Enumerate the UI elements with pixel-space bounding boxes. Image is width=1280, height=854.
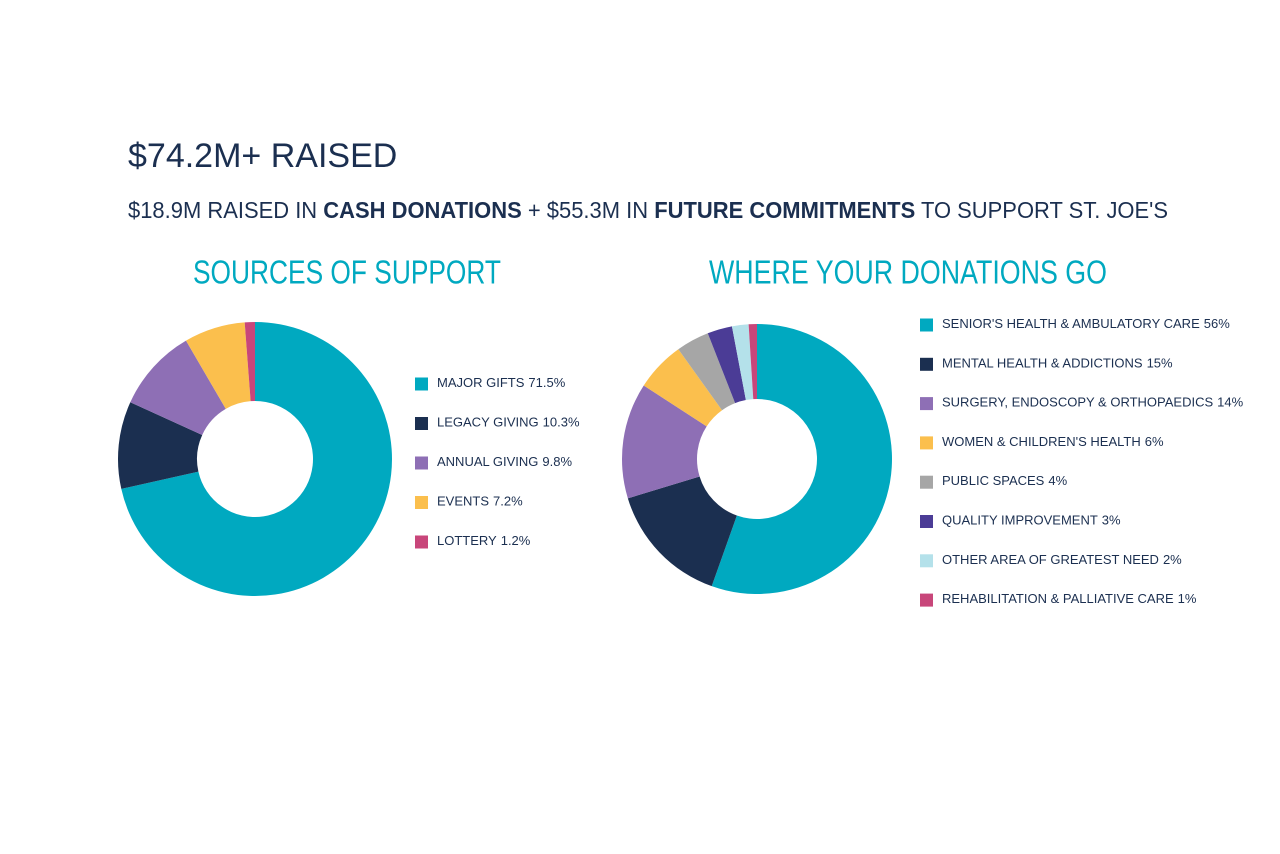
donut-segment [118, 402, 203, 489]
legend-label: WOMEN & CHILDREN'S HEALTH [942, 434, 1141, 449]
legend-swatch [415, 496, 428, 509]
legend-swatch [415, 377, 428, 391]
subtitle-part: CASH DONATIONS [323, 197, 521, 223]
donut-segment [186, 322, 251, 409]
legend-label: QUALITY IMPROVEMENT [942, 513, 1098, 528]
chart-title: WHERE YOUR DONATIONS GO [709, 254, 1107, 291]
legend-entry: LOTTERY 1.2% [437, 533, 531, 548]
legend-value: 15% [1147, 356, 1173, 371]
legend-swatch [920, 515, 933, 528]
legend-label: ANNUAL GIVING [437, 454, 538, 469]
legend-label: MAJOR GIFTS [437, 375, 525, 390]
donut-segment [731, 324, 754, 401]
legend-label: PUBLIC SPACES [942, 474, 1045, 489]
legend-swatch [415, 456, 428, 470]
legend-entry: EVENTS 7.2% [437, 494, 523, 509]
legend-entry: QUALITY IMPROVEMENT 3% [942, 513, 1121, 528]
donut-segment [643, 349, 723, 427]
legend-entry: MENTAL HEALTH & ADDICTIONS 15% [942, 356, 1173, 371]
legend-value: 9.8% [542, 454, 572, 469]
subtitle-part: FUTURE COMMITMENTS [654, 197, 915, 223]
legend-value: 10.3% [543, 415, 580, 430]
legend-entry: SENIOR'S HEALTH & AMBULATORY CARE 56% [942, 316, 1230, 331]
legend-label: LEGACY GIVING [437, 415, 539, 430]
legend-swatch [920, 397, 933, 411]
legend-entry: PUBLIC SPACES 4% [942, 474, 1068, 489]
legend-value: 71.5% [528, 375, 565, 390]
subtitle-part: $18.9M RAISED IN [128, 197, 323, 223]
main-title: $74.2M+ RAISED [128, 137, 397, 175]
legend-swatch [920, 593, 933, 607]
subtitle-part: + $55.3M IN [522, 197, 654, 223]
legend-swatch [920, 475, 933, 489]
legend-swatch [415, 417, 428, 430]
legend-swatch [920, 436, 933, 450]
legend-value: 3% [1102, 513, 1121, 528]
legend-value: 1.2% [501, 533, 531, 548]
donut-segment [748, 324, 757, 400]
donut-segment [121, 322, 392, 596]
legend-swatch [920, 318, 933, 332]
legend-value: 6% [1145, 434, 1164, 449]
legend-swatch [415, 535, 428, 549]
legend-value: 4% [1048, 474, 1067, 489]
legend-entry: SURGERY, ENDOSCOPY & ORTHOPAEDICS 14% [942, 395, 1244, 410]
legend-entry: MAJOR GIFTS 71.5% [437, 375, 566, 390]
legend-swatch [920, 554, 933, 568]
legend-label: SURGERY, ENDOSCOPY & ORTHOPAEDICS [942, 395, 1213, 410]
donut-segment [244, 322, 255, 402]
legend-value: 14% [1217, 395, 1243, 410]
donut-segment [130, 340, 226, 435]
legend-entry: ANNUAL GIVING 9.8% [437, 454, 572, 469]
legend-label: OTHER AREA OF GREATEST NEED [942, 552, 1159, 567]
legend-entry: REHABILITATION & PALLIATIVE CARE 1% [942, 592, 1197, 607]
chart-title: SOURCES OF SUPPORT [193, 254, 501, 291]
subtitle: $18.9M RAISED IN CASH DONATIONS + $55.3M… [128, 197, 1168, 223]
legend-label: LOTTERY [437, 533, 497, 548]
legend-value: 1% [1178, 592, 1197, 607]
legend-entry: LEGACY GIVING 10.3% [437, 415, 580, 430]
legend-label: SENIOR'S HEALTH & AMBULATORY CARE [942, 316, 1200, 331]
donut-segment [622, 385, 707, 499]
subtitle-part: TO SUPPORT ST. JOE'S [915, 197, 1168, 223]
legend-label: REHABILITATION & PALLIATIVE CARE [942, 592, 1174, 607]
legend-label: MENTAL HEALTH & ADDICTIONS [942, 356, 1143, 371]
donut-segment [678, 333, 736, 411]
legend-value: 2% [1163, 552, 1182, 567]
legend-value: 7.2% [493, 494, 523, 509]
legend-entry: OTHER AREA OF GREATEST NEED 2% [942, 552, 1182, 567]
donut-segment [707, 326, 746, 404]
legend-value: 56% [1204, 316, 1230, 331]
legend-swatch [920, 357, 933, 371]
donut-segment [711, 324, 892, 594]
legend-entry: WOMEN & CHILDREN'S HEALTH 6% [942, 434, 1164, 449]
legend-label: EVENTS [437, 494, 489, 509]
donut-segment [627, 476, 737, 587]
